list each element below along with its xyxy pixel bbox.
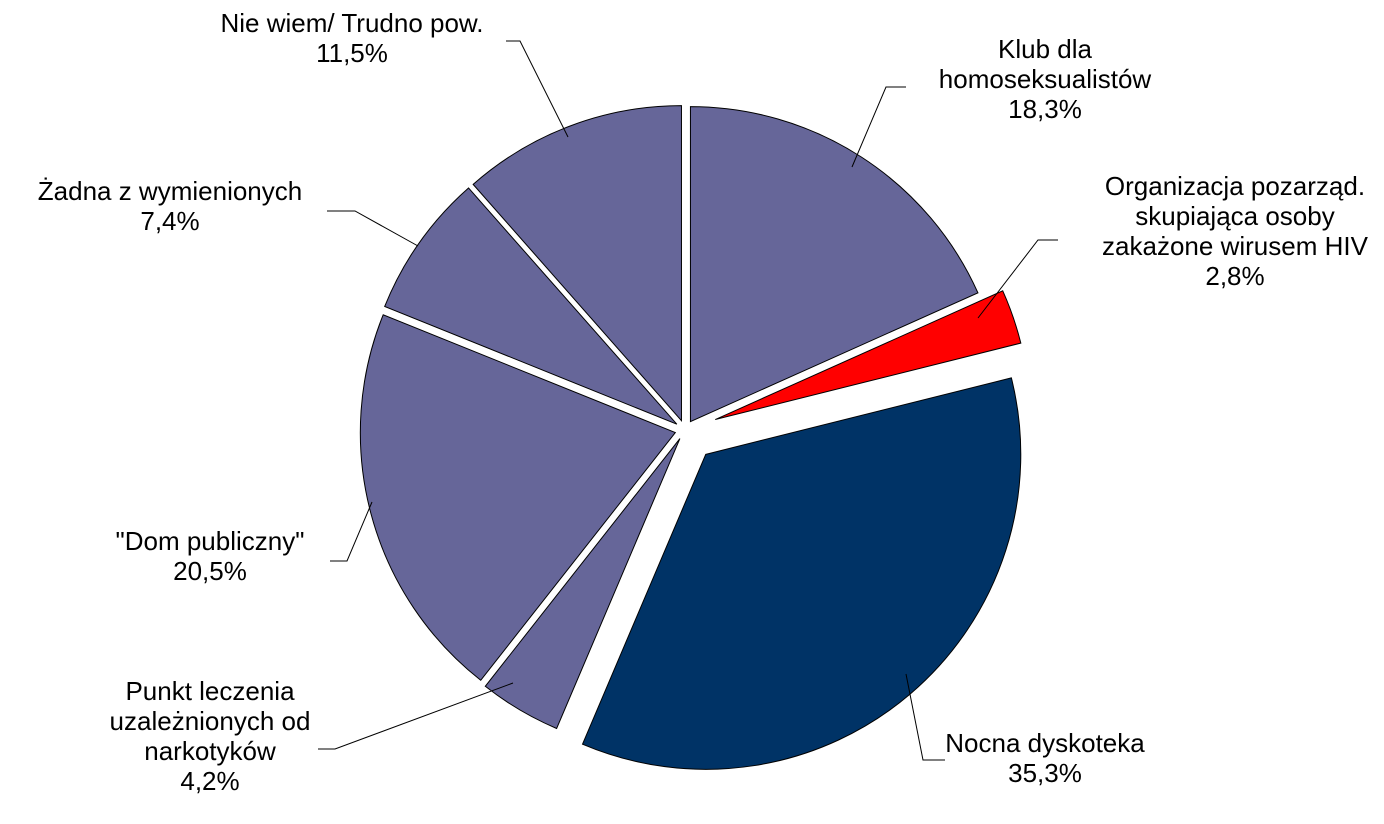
slice-label: Klub dla homoseksualistów 18,3% (939, 34, 1152, 124)
slice-value-label: 7,4% (140, 206, 199, 236)
slice-name-label: Punkt leczenia (125, 676, 295, 706)
leader-line (905, 673, 945, 761)
slice-label: Nocna dyskoteka 35,3% (945, 728, 1145, 788)
leader-line (506, 40, 569, 138)
slice-value-label: 18,3% (1008, 94, 1082, 124)
slice-name-label: uzależnionych od (110, 706, 311, 736)
slice-label: Organizacja pozarząd. skupiająca osoby zak… (1102, 171, 1369, 291)
leader-line (977, 239, 1058, 319)
leader-line (851, 86, 906, 168)
slice-name-label: skupiająca osoby (1135, 201, 1334, 231)
pie-slice (472, 105, 682, 422)
pie-slice (384, 187, 678, 425)
slice-value-label: 35,3% (1008, 758, 1082, 788)
slice-name-label: "Dom publiczny" (116, 526, 305, 556)
leader-line (318, 682, 514, 750)
pie-slice (484, 438, 681, 730)
slice-value-label: 2,8% (1205, 261, 1264, 291)
leader-line (327, 210, 419, 247)
slice-name-label: Organizacja pozarząd. (1105, 171, 1365, 201)
slice-label: Punkt leczenia uzależnionych od narkotyków… (110, 676, 311, 796)
slice-name-label: Żadna z wymienionych (38, 176, 302, 206)
slice-value-label: 4,2% (180, 766, 239, 796)
slice-value-label: 20,5% (173, 556, 247, 586)
slice-name-label: Klub dla (998, 34, 1092, 64)
leader-lines (318, 40, 1058, 761)
slice-name-label: homoseksualistów (939, 64, 1152, 94)
slice-name-label: Nie wiem/ Trudno pow. (220, 8, 483, 38)
slice-label: "Dom publiczny" 20,5% (116, 526, 305, 586)
pie-slices (359, 105, 1022, 770)
slice-name-label: zakażone wirusem HIV (1102, 231, 1369, 261)
pie-slice (689, 106, 979, 423)
slice-name-label: narkotyków (144, 736, 276, 766)
pie-slice (715, 290, 1022, 421)
slice-label: Żadna z wymienionych 7,4% (38, 176, 302, 236)
slice-labels: Klub dla homoseksualistów 18,3% Organizacja… (38, 8, 1369, 796)
pie-slice (359, 314, 677, 681)
slice-value-label: 11,5% (316, 38, 388, 68)
leader-line (330, 501, 373, 562)
slice-name-label: Nocna dyskoteka (945, 728, 1145, 758)
slice-label: Nie wiem/ Trudno pow. 11,5% (220, 8, 483, 68)
